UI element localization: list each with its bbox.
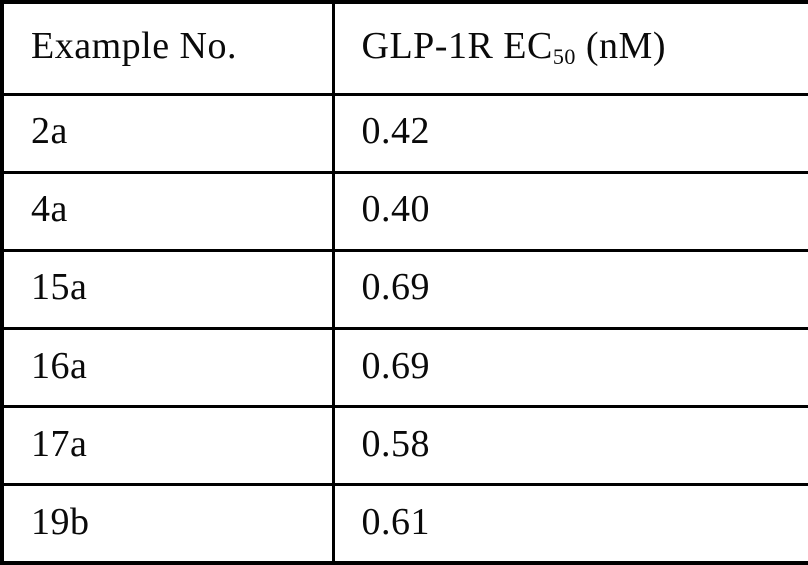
example-cell: 15a xyxy=(0,248,335,330)
table-row: 4a 0.40 xyxy=(0,170,808,252)
header-glp1r-ec50-suffix: (nM) xyxy=(575,25,666,68)
table-row: 16a 0.69 xyxy=(0,326,808,409)
ec50-cell: 0.42 xyxy=(331,92,808,174)
header-glp1r-ec50: GLP-1R EC50 (nM) xyxy=(331,0,808,96)
table-row: 15a 0.69 xyxy=(0,248,808,330)
header-glp1r-ec50-subscript: 50 xyxy=(552,43,576,69)
table-row: 19b 0.61 xyxy=(0,483,808,565)
ec50-cell: 0.40 xyxy=(331,170,808,252)
example-cell: 17a xyxy=(0,405,335,487)
ec50-cell: 0.58 xyxy=(331,405,808,487)
example-cell: 2a xyxy=(0,92,335,174)
table-header-row: Example No. GLP-1R EC50 (nM) xyxy=(0,0,808,96)
table-row: 2a 0.42 xyxy=(0,92,808,174)
example-cell: 4a xyxy=(0,170,335,252)
table-row: 17a 0.58 xyxy=(0,405,808,487)
header-example-no-label: Example No. xyxy=(31,25,238,68)
example-cell: 16a xyxy=(0,326,335,409)
ec50-cell: 0.69 xyxy=(331,248,808,330)
header-glp1r-ec50-prefix: GLP-1R EC xyxy=(361,25,553,68)
ec50-cell: 0.61 xyxy=(331,483,808,565)
header-example-no: Example No. xyxy=(0,0,335,96)
ec50-cell: 0.69 xyxy=(331,326,808,409)
example-cell: 19b xyxy=(0,483,335,565)
